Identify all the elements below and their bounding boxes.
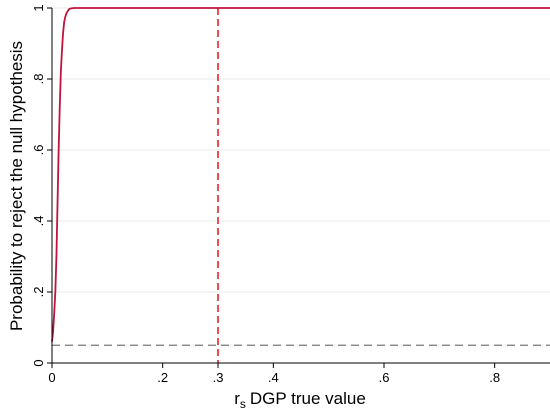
x-tick-label: .2	[157, 370, 168, 385]
axes	[51, 8, 550, 364]
y-tick-label: .4	[31, 216, 46, 227]
y-tick-label: .6	[31, 145, 46, 156]
y-axis-label: Probability to reject the null hypothesi…	[7, 41, 26, 331]
x-tick-label: .8	[489, 370, 500, 385]
y-axis-ticks: 0 .2 .4 .6 .8 1	[31, 4, 52, 367]
x-tick-label: .4	[268, 370, 279, 385]
x-axis-ticks: 0 .2 .3 .4 .6 .8	[48, 363, 500, 385]
power-curve-line	[51, 7, 550, 342]
x-tick-label: .6	[379, 370, 390, 385]
y-tick-label: .8	[31, 74, 46, 85]
x-axis-label-text: DGP true value	[250, 389, 366, 408]
y-tick-label: .2	[31, 287, 46, 298]
y-tick-label: 1	[31, 4, 46, 11]
reference-lines	[52, 8, 550, 363]
grid-lines	[52, 7, 550, 293]
x-tick-label: .3	[213, 370, 224, 385]
x-tick-label: 0	[48, 370, 55, 385]
y-tick-label: 0	[31, 359, 46, 366]
series-lines	[51, 7, 550, 342]
x-axis-label: rs DGP true value	[234, 389, 366, 411]
x-axis-label-symbol: r	[234, 389, 240, 408]
x-axis-label-subscript: s	[240, 397, 246, 411]
